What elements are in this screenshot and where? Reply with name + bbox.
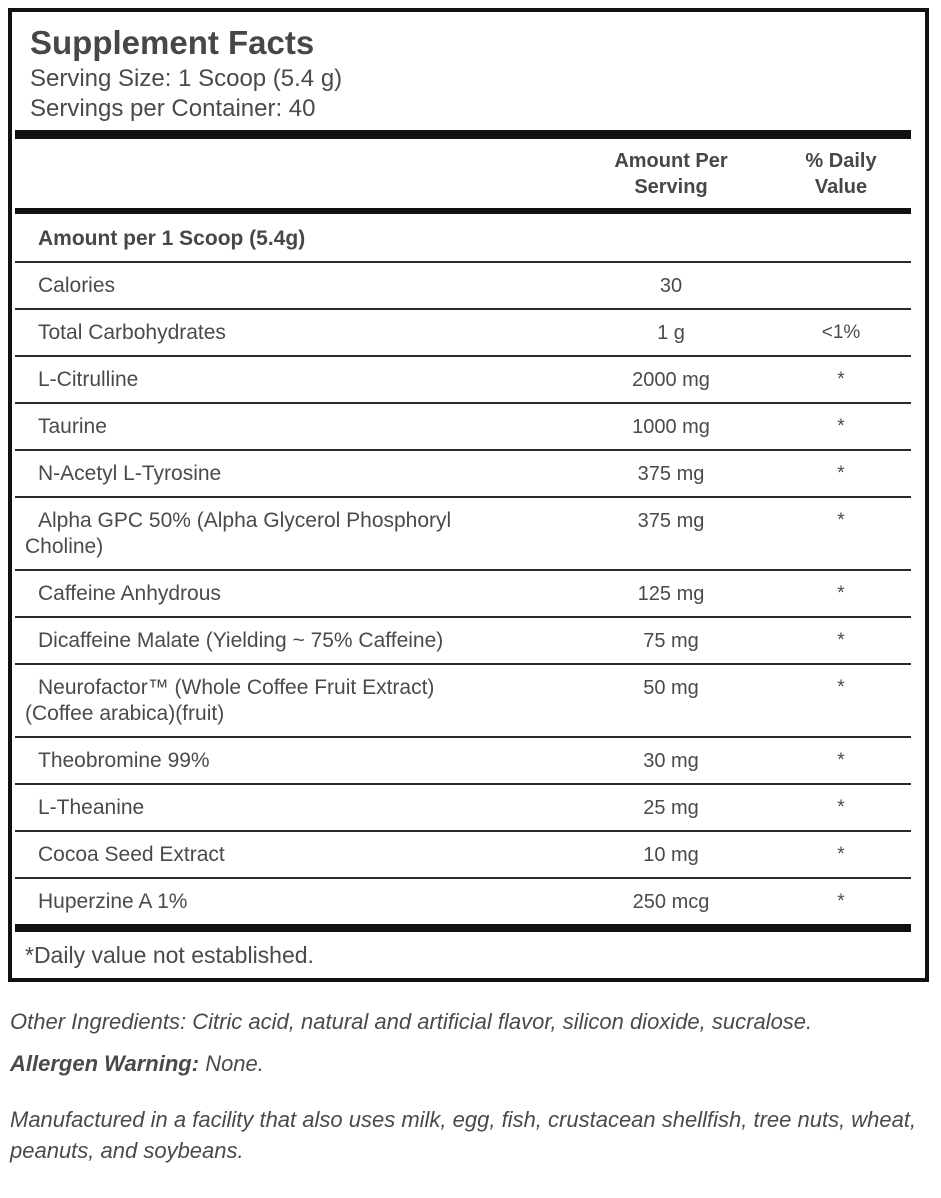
ingredient-amount: 375 mg [637,463,705,485]
row-divider [15,449,911,451]
serving-size: Serving Size: 1 Scoop (5.4 g) [30,65,343,92]
ingredient-daily-value: * [837,463,845,484]
ingredient-amount: 1 g [657,322,685,344]
ingredient-name: N-Acetyl L-Tyrosine [38,462,222,485]
ingredient-amount: 30 mg [643,750,699,772]
row-divider [15,877,911,879]
table-row: L-Theanine 25 mg * [15,785,911,830]
supplement-label-page: Supplement Facts Serving Size: 1 Scoop (… [0,8,941,1198]
divider-header [15,130,911,139]
table-row: Dicaffeine Malate (Yielding ~ 75% Caffei… [15,618,911,663]
table-row: L-Citrulline 2000 mg * [15,357,911,402]
column-header-amount-per-serving: Amount Per Serving [614,150,728,198]
allergen-warning-value: None. [205,1051,264,1076]
row-divider [15,308,911,310]
table-row: Taurine 1000 mg * [15,404,911,449]
table-row: N-Acetyl L-Tyrosine 375 mg * [15,451,911,496]
ingredient-amount: 10 mg [643,844,699,866]
table-row: Neurofactor™ (Whole Coffee Fruit Extract… [15,665,911,736]
ingredient-daily-value: * [837,416,845,437]
ingredient-amount: 125 mg [637,583,705,605]
ingredient-name: Dicaffeine Malate (Yielding ~ 75% Caffei… [38,629,444,652]
facility-warning: Manufactured in a facility that also use… [10,1107,917,1163]
row-divider [15,569,911,571]
ingredient-daily-value: * [837,677,845,698]
ingredient-daily-value: * [837,797,845,818]
row-divider [15,355,911,357]
ingredient-name: Caffeine Anhydrous [38,582,221,605]
section-heading-row: Amount per 1 Scoop (5.4g) [15,214,911,261]
ingredient-daily-value: * [837,369,845,390]
daily-value-footnote: *Daily value not established. [25,942,314,968]
column-header-daily-value: % Daily Value [805,150,877,198]
row-divider [15,736,911,738]
ingredient-amount: 2000 mg [632,369,710,391]
ingredient-name: Alpha GPC 50% (Alpha Glycerol Phosphoryl… [25,509,452,558]
ingredient-name: Taurine [38,415,107,438]
ingredient-name: Neurofactor™ (Whole Coffee Fruit Extract… [25,676,435,725]
ingredient-amount: 1000 mg [632,416,710,438]
table-row: Cocoa Seed Extract 10 mg * [15,832,911,877]
ingredient-name: Total Carbohydrates [38,321,226,344]
other-ingredients: Other Ingredients: Citric acid, natural … [10,1009,813,1034]
table-row: Theobromine 99% 30 mg * [15,738,911,783]
divider-footnote [15,924,911,932]
panel-header: Supplement Facts Serving Size: 1 Scoop (… [15,12,911,130]
ingredient-name: L-Citrulline [38,368,139,391]
ingredient-daily-value: * [837,844,845,865]
ingredient-name: Huperzine A 1% [38,890,188,913]
section-heading: Amount per 1 Scoop (5.4g) [38,227,306,250]
ingredient-daily-value: * [837,750,845,771]
ingredient-daily-value: * [837,510,845,531]
allergen-warning-label: Allergen Warning: [10,1051,200,1076]
ingredient-daily-value: * [837,630,845,651]
row-divider [15,261,911,263]
allergen-warning: Allergen Warning: None. [10,1050,921,1078]
table-row: Calories 30 [15,263,911,308]
ingredient-daily-value: <1% [821,322,861,343]
table-row: Caffeine Anhydrous 125 mg * [15,571,911,616]
table-row: Total Carbohydrates 1 g <1% [15,310,911,355]
ingredient-amount: 75 mg [643,630,699,652]
table-row: Huperzine A 1% 250 mcg * [15,879,911,924]
row-divider [15,830,911,832]
ingredient-name: Theobromine 99% [38,749,210,772]
footer-notes: Other Ingredients: Citric acid, natural … [0,982,941,1166]
ingredient-name: Cocoa Seed Extract [38,843,225,866]
ingredient-amount: 25 mg [643,797,699,819]
ingredient-name: Calories [38,274,116,297]
ingredient-amount: 375 mg [637,510,705,532]
supplement-facts-panel: Supplement Facts Serving Size: 1 Scoop (… [8,8,929,982]
ingredient-amount: 50 mg [643,677,699,699]
row-divider [15,783,911,785]
ingredient-amount: 30 [659,275,683,297]
row-divider [15,663,911,665]
row-divider [15,616,911,618]
ingredient-amount: 250 mcg [632,891,710,913]
panel-title: Supplement Facts [30,24,315,61]
table-row: Alpha GPC 50% (Alpha Glycerol Phosphoryl… [15,498,911,569]
ingredient-rows: Calories 30 Total Carbohydrates 1 g <1% L-Cit… [15,263,911,924]
column-headers: Amount Per Serving % Daily Value [15,139,911,208]
ingredient-daily-value: * [837,891,845,912]
ingredient-daily-value: * [837,583,845,604]
row-divider [15,402,911,404]
divider-column-headers [15,208,911,214]
ingredient-name: L-Theanine [38,796,145,819]
row-divider [15,496,911,498]
servings-per-container: Servings per Container: 40 [30,95,316,122]
